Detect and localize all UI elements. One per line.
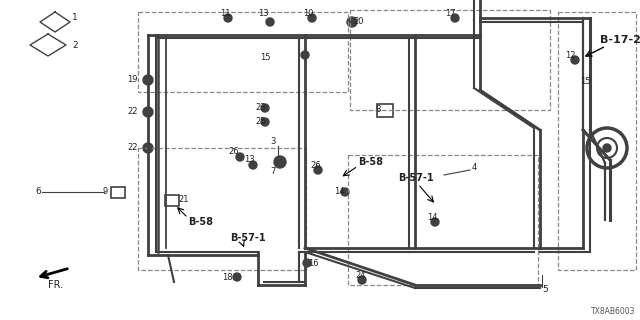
Circle shape (431, 218, 439, 226)
Text: B-58: B-58 (358, 157, 383, 167)
Circle shape (301, 51, 309, 59)
Text: B-17-20: B-17-20 (600, 35, 640, 45)
Text: 23: 23 (255, 103, 266, 113)
Circle shape (143, 107, 153, 117)
Circle shape (143, 143, 153, 153)
Text: 12: 12 (565, 51, 575, 60)
Bar (138, 12, 348, 92)
Text: 20: 20 (353, 18, 364, 27)
Circle shape (266, 18, 274, 26)
Circle shape (261, 118, 269, 126)
Circle shape (314, 166, 322, 174)
Text: 14: 14 (427, 213, 438, 222)
Text: 13: 13 (244, 156, 255, 164)
Text: 26: 26 (228, 148, 239, 156)
Circle shape (603, 144, 611, 152)
Circle shape (571, 56, 579, 64)
Circle shape (236, 153, 244, 161)
Text: 5: 5 (542, 285, 548, 294)
Text: 19: 19 (127, 76, 138, 84)
Text: TX8AB6003: TX8AB6003 (591, 308, 635, 316)
Text: 13: 13 (258, 10, 269, 19)
Bar (377, 104, 393, 117)
Circle shape (308, 14, 316, 22)
Circle shape (224, 14, 232, 22)
Text: 15: 15 (580, 77, 591, 86)
Text: 15: 15 (260, 53, 271, 62)
Circle shape (347, 17, 357, 27)
Bar (348, 155, 538, 285)
Text: 21: 21 (178, 196, 189, 204)
Text: 22: 22 (127, 143, 138, 153)
Circle shape (143, 75, 153, 85)
Circle shape (303, 259, 311, 267)
Text: 24: 24 (355, 271, 365, 281)
Bar (111, 187, 125, 198)
Text: 9: 9 (103, 188, 108, 196)
Bar (558, 12, 636, 270)
Text: 11: 11 (220, 10, 230, 19)
Text: 3: 3 (270, 138, 275, 147)
Bar (165, 195, 179, 206)
Circle shape (451, 14, 459, 22)
Text: 18: 18 (222, 273, 232, 282)
Bar (350, 10, 550, 110)
Text: 4: 4 (472, 164, 477, 172)
Text: 22: 22 (127, 108, 138, 116)
Text: 16: 16 (308, 259, 319, 268)
Circle shape (249, 161, 257, 169)
Text: 8: 8 (375, 106, 380, 115)
Circle shape (341, 188, 349, 196)
Text: 6: 6 (35, 188, 41, 196)
Text: 26: 26 (310, 161, 321, 170)
Text: B-58: B-58 (188, 217, 213, 227)
Text: B-57-1: B-57-1 (230, 233, 266, 243)
Text: 2: 2 (72, 41, 77, 50)
Text: 10: 10 (303, 9, 314, 18)
Text: FR.: FR. (48, 280, 63, 290)
Circle shape (233, 273, 241, 281)
Circle shape (261, 104, 269, 112)
Text: 25: 25 (255, 117, 266, 126)
Bar (138, 148, 306, 270)
Text: 7: 7 (270, 167, 275, 177)
Circle shape (274, 156, 286, 168)
Circle shape (358, 276, 366, 284)
Text: 1: 1 (72, 13, 77, 22)
Text: 14: 14 (334, 188, 344, 196)
Text: 17: 17 (445, 9, 456, 18)
Text: B-57-1: B-57-1 (398, 173, 434, 183)
